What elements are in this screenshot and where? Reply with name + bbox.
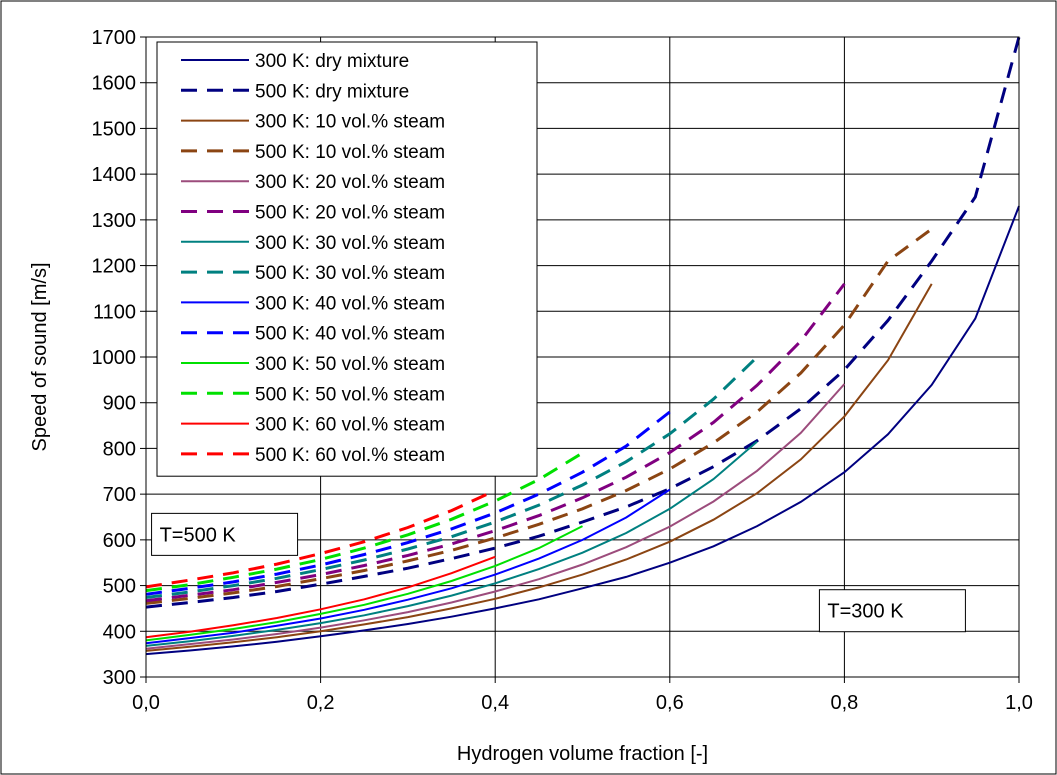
legend-entry: 500 K: 10 vol.% steam xyxy=(255,142,445,163)
legend: 300 K: dry mixture 500 K: dry mixture 300 … xyxy=(156,41,538,477)
ticks: 300 400 500 600 700 800 900 1000 1100 1200 1300 140… xyxy=(92,27,1033,714)
y-tick-label: 800 xyxy=(103,438,136,460)
y-tick-label: 1400 xyxy=(92,164,137,186)
legend-entry: 500 K: 30 vol.% steam xyxy=(255,263,445,284)
annotation-label: T=500 K xyxy=(160,524,237,546)
series-line-14 xyxy=(145,489,496,589)
x-tick-label: 0,2 xyxy=(307,692,335,714)
y-tick-label: 300 xyxy=(103,667,136,689)
x-tick-label: 0,6 xyxy=(656,692,684,714)
y-tick-label: 1100 xyxy=(93,301,136,323)
x-tick-label: 0,0 xyxy=(132,692,160,714)
series-layer xyxy=(145,36,1021,656)
legend-entry: 300 K: 60 vol.% steam xyxy=(255,415,445,436)
series-line-12 xyxy=(145,451,584,593)
y-tick-label: 400 xyxy=(103,621,136,643)
y-tick-label: 1000 xyxy=(92,347,137,369)
series-line-10 xyxy=(145,410,671,596)
legend-entry: 300 K: 20 vol.% steam xyxy=(255,172,445,193)
y-axis-label: Speed of sound [m/s] xyxy=(29,262,51,451)
y-tick-label: 1600 xyxy=(92,73,137,95)
legend-entry: 300 K: 40 vol.% steam xyxy=(255,293,445,314)
annotation-box xyxy=(151,512,299,556)
y-tick-label: 600 xyxy=(103,530,136,552)
y-tick-label: 1700 xyxy=(92,27,137,49)
y-tick-label: 1200 xyxy=(92,256,137,278)
series-line-11 xyxy=(145,525,583,642)
legend-entry: 300 K: 30 vol.% steam xyxy=(255,233,445,254)
x-tick-label: 0,8 xyxy=(830,692,858,714)
series-line-4 xyxy=(145,227,933,605)
y-tick-label: 1300 xyxy=(92,210,137,232)
x-axis-label: Hydrogen volume fraction [-] xyxy=(457,743,708,765)
legend-entry: 500 K: 20 vol.% steam xyxy=(255,203,445,224)
y-tick-label: 1500 xyxy=(92,118,137,140)
annotation-label: T=300 K xyxy=(827,601,904,623)
series-line-2 xyxy=(145,36,1021,609)
legend-box xyxy=(156,41,538,477)
series-line-1 xyxy=(145,205,1020,656)
x-tick-label: 0,4 xyxy=(481,692,509,714)
x-tick-label: 1,0 xyxy=(1005,692,1033,714)
y-tick-label: 700 xyxy=(103,484,136,506)
legend-entry: 300 K: 50 vol.% steam xyxy=(255,354,445,375)
y-tick-label: 900 xyxy=(103,393,136,415)
legend-entry: 500 K: 40 vol.% steam xyxy=(255,324,445,345)
series-line-5 xyxy=(145,383,846,650)
series-line-9 xyxy=(145,488,671,645)
series-line-6 xyxy=(145,282,846,603)
legend-entry: 500 K: dry mixture xyxy=(255,81,409,102)
series-line-3 xyxy=(145,283,933,652)
legend-entry: 500 K: 60 vol.% steam xyxy=(255,445,445,466)
legend-entry: 300 K: 10 vol.% steam xyxy=(255,112,445,133)
series-line-13 xyxy=(145,555,496,639)
annotation-box xyxy=(818,589,966,633)
legend-entry: 500 K: 50 vol.% steam xyxy=(255,384,445,405)
y-tick-label: 500 xyxy=(103,576,136,598)
legend-entry: 300 K: dry mixture xyxy=(255,51,409,72)
annotations: T=500 K T=300 K xyxy=(151,512,966,633)
series-line-7 xyxy=(145,440,758,647)
